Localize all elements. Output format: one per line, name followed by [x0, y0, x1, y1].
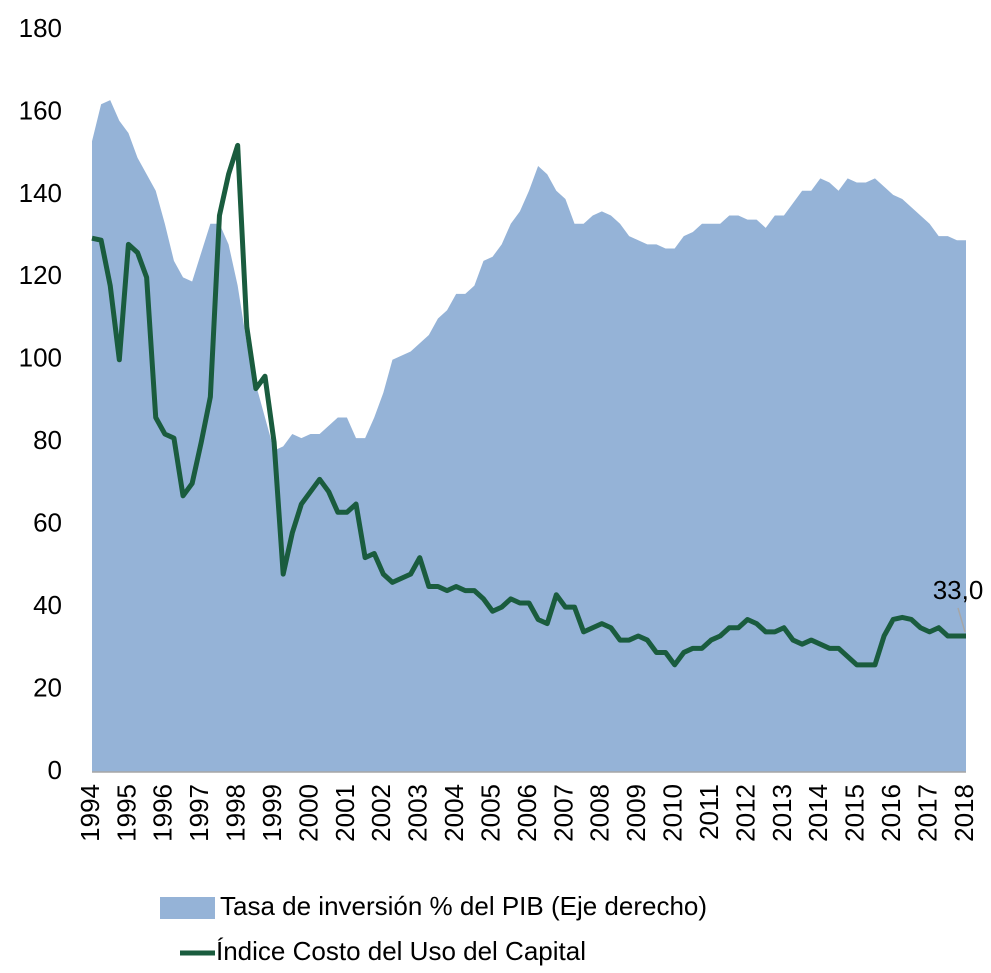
y-tick-label: 180 [19, 13, 62, 43]
area [92, 100, 966, 773]
x-tick-label: 2001 [330, 784, 360, 842]
x-tick-label: 2003 [403, 784, 433, 842]
x-tick-label: 2011 [694, 784, 724, 840]
x-tick-label: 2016 [876, 784, 906, 842]
legend-label: Índice Costo del Uso del Capital [216, 936, 586, 966]
y-tick-label: 0 [48, 755, 62, 785]
x-tick-label: 2008 [585, 784, 615, 842]
label-leader [957, 607, 966, 633]
y-tick-label: 140 [19, 178, 62, 208]
x-tick-label: 1998 [221, 784, 251, 842]
x-tick-label: 1994 [75, 784, 105, 842]
x-tick-label: 1996 [148, 784, 178, 842]
legend-label: Tasa de inversión % del PIB (Eje derecho… [220, 891, 707, 921]
line [91, 142, 966, 668]
x-tick-label: 2013 [767, 784, 797, 842]
y-tick-label: 20 [33, 672, 62, 702]
x-tick-label: 2005 [475, 784, 505, 842]
x-tick-label: 2004 [439, 784, 469, 842]
y-tick-label: 60 [33, 508, 62, 538]
x-tick-label: 1999 [257, 784, 287, 842]
legend-swatch [160, 897, 215, 919]
y-tick-label: 80 [33, 425, 62, 455]
x-tick-label: 2000 [293, 784, 323, 842]
x-tick-label: 2018 [949, 784, 979, 842]
y-tick-label: 100 [19, 343, 62, 373]
y-tick-label: 120 [19, 260, 62, 290]
x-tick-label: 2014 [803, 784, 833, 842]
x-tick-label: 1997 [184, 784, 214, 842]
x-tick-label: 2015 [840, 784, 870, 842]
y-tick-label: 160 [19, 95, 62, 125]
x-tick-label: 2009 [621, 784, 651, 842]
x-tick-label: 2010 [658, 784, 688, 842]
y-tick-label: 40 [33, 590, 62, 620]
x-tick-label: 2002 [366, 784, 396, 842]
x-tick-label: 2007 [548, 784, 578, 842]
x-tick-label: 2012 [730, 784, 760, 842]
x-tick-label: 2017 [912, 784, 942, 842]
x-tick-label: 1995 [111, 784, 141, 842]
data-label: 33,0 [933, 575, 984, 605]
x-tick-label: 2006 [512, 784, 542, 842]
